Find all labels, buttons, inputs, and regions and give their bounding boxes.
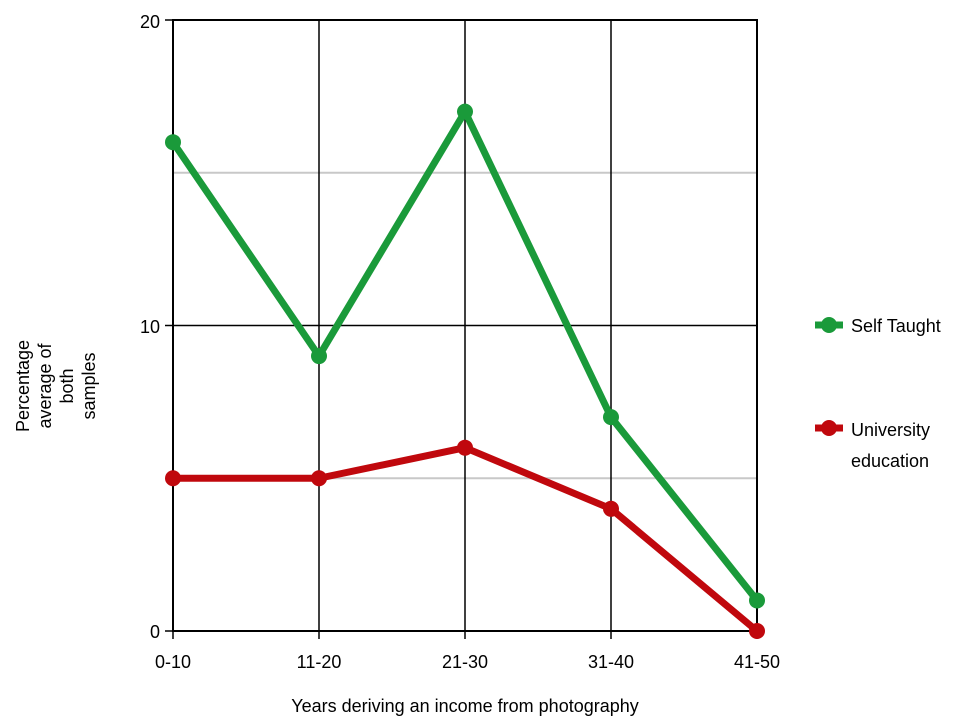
y-axis-title: Percentage average of both samples <box>13 340 99 432</box>
y-tick-label-20: 20 <box>140 12 160 32</box>
x-tick-labels: 0-10 11-20 21-30 31-40 41-50 <box>155 652 780 672</box>
y-axis-title-line-4: samples <box>79 352 99 419</box>
plot-frame <box>172 19 758 632</box>
x-tick-label-21-30: 21-30 <box>442 652 488 672</box>
data-point-university-education-41-50 <box>749 623 765 639</box>
data-point-university-education-31-40 <box>603 500 619 517</box>
data-point-self-taught-31-40 <box>603 409 619 426</box>
legend-item-self-taught: Self Taught <box>815 316 941 336</box>
data-point-self-taught-21-30 <box>457 103 473 120</box>
x-tick-label-31-40: 31-40 <box>588 652 634 672</box>
x-tick-label-41-50: 41-50 <box>734 652 780 672</box>
y-axis-title-line-3: both <box>57 368 77 403</box>
y-axis-title-line-1: Percentage <box>13 340 33 432</box>
y-tick-label-10: 10 <box>140 317 160 337</box>
y-axis-title-line-2: average of <box>35 342 55 428</box>
legend-swatch-marker-self-taught <box>821 317 837 333</box>
legend-label-self-taught: Self Taught <box>851 316 941 336</box>
legend-swatch-marker-university <box>821 420 837 436</box>
data-point-self-taught-41-50 <box>749 592 765 609</box>
data-point-self-taught-11-20 <box>311 348 327 365</box>
data-point-university-education-11-20 <box>311 470 327 487</box>
legend-label-university-line-1: University <box>851 420 930 440</box>
y-tick-label-0: 0 <box>150 622 160 642</box>
data-point-self-taught-0-10 <box>165 134 181 151</box>
x-tick-label-11-20: 11-20 <box>297 652 342 672</box>
data-point-university-education-21-30 <box>457 439 473 456</box>
x-tick-label-0-10: 0-10 <box>155 652 191 672</box>
data-point-university-education-0-10 <box>165 470 181 487</box>
legend-label-university-line-2: education <box>851 451 929 471</box>
x-axis-title: Years deriving an income from photograph… <box>291 696 639 716</box>
legend-item-university-education: University education <box>815 420 930 471</box>
series-layer <box>165 103 765 639</box>
legend: Self Taught University education <box>815 316 941 471</box>
